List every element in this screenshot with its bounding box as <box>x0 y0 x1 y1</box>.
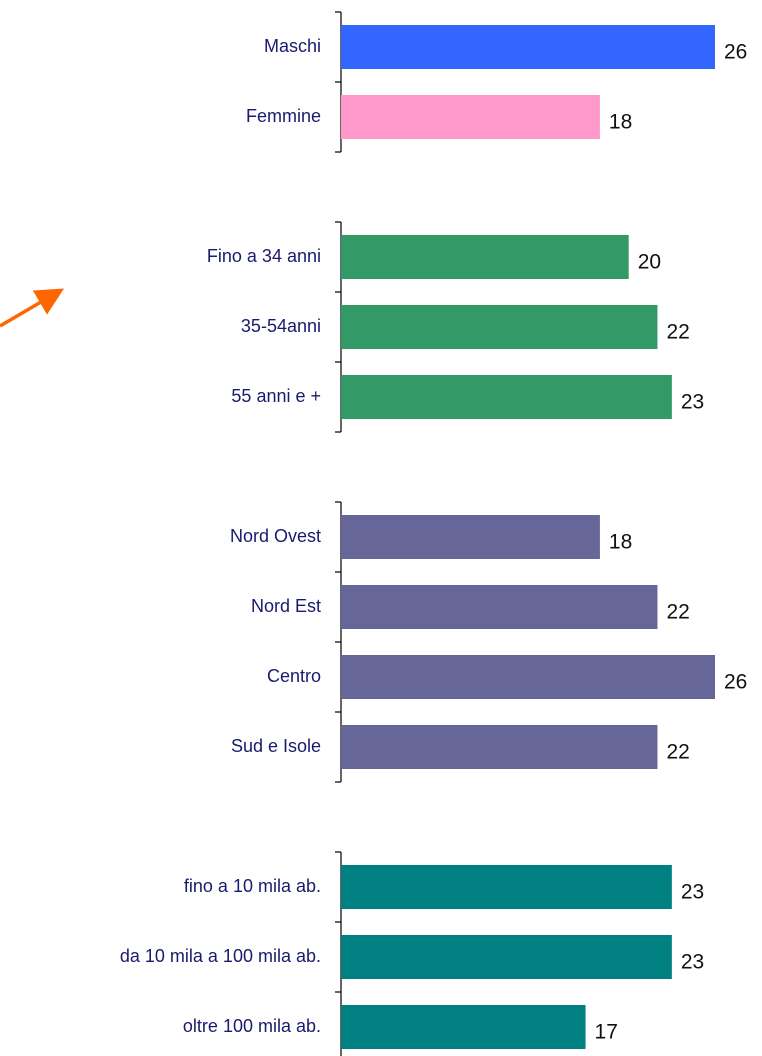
category-label: oltre 100 mila ab. <box>183 1016 321 1036</box>
bar <box>341 95 600 139</box>
bar <box>341 515 600 559</box>
value-label: 26 <box>724 671 747 694</box>
bar <box>341 725 658 769</box>
category-label: Sud e Isole <box>231 736 321 756</box>
value-label: 22 <box>666 321 689 344</box>
bar <box>341 585 658 629</box>
category-label: 55 anni e + <box>231 386 321 406</box>
value-label: 17 <box>595 1021 618 1044</box>
category-label: Nord Ovest <box>230 526 321 546</box>
category-label: Fino a 34 anni <box>207 246 321 266</box>
annotation-arrow <box>0 288 65 328</box>
category-label: 35-54anni <box>241 316 321 336</box>
category-label: fino a 10 mila ab. <box>184 876 321 896</box>
value-label: 20 <box>638 251 661 274</box>
value-label: 18 <box>609 531 632 554</box>
bar <box>341 1005 586 1049</box>
category-label: Nord Est <box>251 596 321 616</box>
value-label: 18 <box>609 111 632 134</box>
bar <box>341 865 672 909</box>
value-label: 22 <box>666 741 689 764</box>
value-label: 23 <box>681 391 704 414</box>
bar <box>341 375 672 419</box>
bar <box>341 25 715 69</box>
category-label: Maschi <box>264 36 321 56</box>
value-label: 23 <box>681 951 704 974</box>
bar <box>341 235 629 279</box>
bar <box>341 305 658 349</box>
value-label: 26 <box>724 41 747 64</box>
category-label: da 10 mila a 100 mila ab. <box>120 946 321 966</box>
value-label: 22 <box>666 601 689 624</box>
category-label: Femmine <box>246 106 321 126</box>
bar <box>341 655 715 699</box>
category-label: Centro <box>267 666 321 686</box>
value-label: 23 <box>681 881 704 904</box>
bar <box>341 935 672 979</box>
